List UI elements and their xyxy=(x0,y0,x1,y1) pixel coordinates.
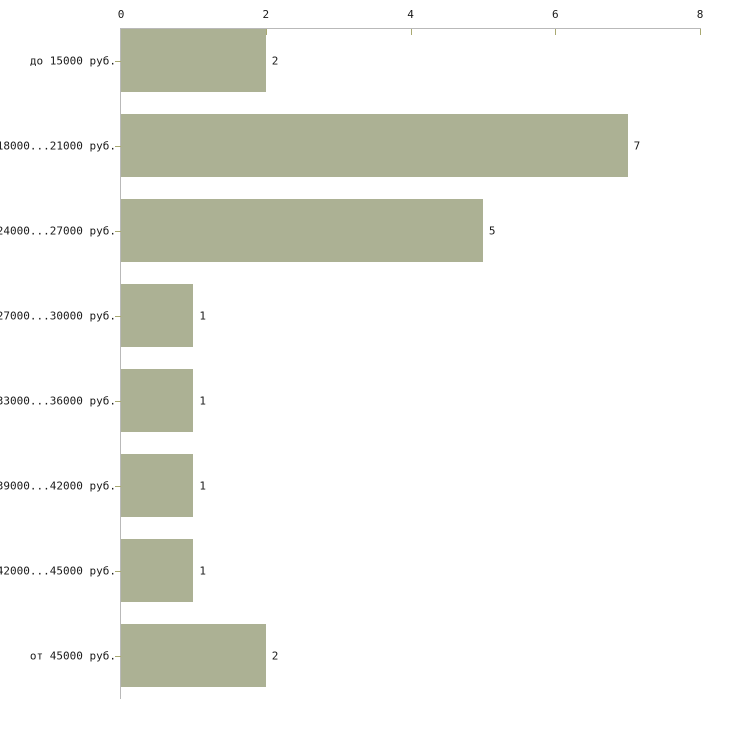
y-axis-tick xyxy=(115,145,121,147)
bar-value-label: 7 xyxy=(633,139,641,152)
bar-value-label: 1 xyxy=(199,394,206,407)
y-axis-category-label: 42000...45000 руб. xyxy=(0,564,116,577)
bar xyxy=(121,539,194,602)
y-axis-tick xyxy=(115,315,121,317)
bar-value-label: 1 xyxy=(199,564,206,577)
bar-value-label: 2 xyxy=(271,649,279,662)
x-axis-tick-label: 6 xyxy=(551,8,559,21)
bar xyxy=(121,624,266,687)
bar xyxy=(121,369,194,432)
bar xyxy=(121,114,628,177)
bar xyxy=(121,29,266,92)
y-axis-tick xyxy=(115,230,121,232)
y-axis-tick xyxy=(115,60,121,62)
y-axis-tick xyxy=(115,655,121,657)
bar-value-label: 1 xyxy=(199,309,206,322)
x-axis-tick-label: 2 xyxy=(262,8,270,21)
bar xyxy=(121,199,483,262)
y-axis-category-label: 33000...36000 руб. xyxy=(0,394,116,407)
x-axis-tick xyxy=(700,29,701,35)
x-axis-tick xyxy=(555,29,557,35)
x-axis-tick xyxy=(265,29,267,35)
y-axis-tick xyxy=(115,485,121,487)
y-axis-category-label: 24000...27000 руб. xyxy=(0,224,116,237)
y-axis-category-label: до 15000 руб. xyxy=(29,54,116,67)
y-axis-line xyxy=(120,28,121,699)
y-axis-tick xyxy=(115,400,121,402)
bar xyxy=(121,454,194,517)
x-axis-tick xyxy=(410,29,412,35)
y-axis-category-label: 27000...30000 руб. xyxy=(0,309,116,322)
bar-value-label: 5 xyxy=(488,224,496,237)
y-axis-category-label: от 45000 руб. xyxy=(29,649,116,662)
x-axis-tick-label: 4 xyxy=(407,8,414,21)
y-axis-category-label: 18000...21000 руб. xyxy=(0,139,116,152)
x-axis-line xyxy=(121,28,701,29)
x-axis-tick-label: 8 xyxy=(696,8,704,21)
bar-value-label: 1 xyxy=(199,479,206,492)
y-axis-tick xyxy=(115,570,121,572)
y-axis-category-label: 39000...42000 руб. xyxy=(0,479,116,492)
bar xyxy=(121,284,194,347)
bar-value-label: 2 xyxy=(271,54,279,67)
x-axis-tick-label: 0 xyxy=(117,8,125,21)
